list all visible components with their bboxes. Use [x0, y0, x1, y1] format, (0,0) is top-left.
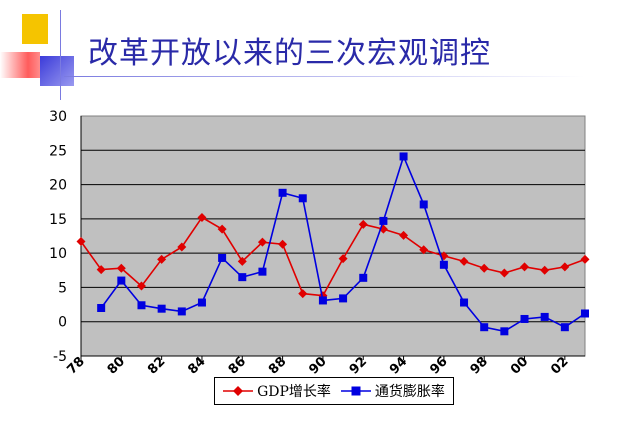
series-point-1: [580, 254, 590, 264]
y-tick-label: -5: [53, 349, 67, 365]
x-tick-label: 90: [306, 354, 329, 377]
series-point-2: [560, 323, 569, 332]
series-point-1: [560, 262, 570, 272]
decor-vertical-line: [60, 10, 61, 100]
series-point-2: [460, 298, 469, 307]
series-point-2: [157, 304, 166, 313]
legend: GDP增长率 通货膨胀率: [214, 377, 454, 405]
series-point-1: [217, 224, 227, 234]
x-tick-label: 78: [64, 354, 87, 377]
y-tick-label: 20: [49, 178, 67, 194]
x-tick-label: 00: [508, 354, 531, 377]
series-point-2: [197, 298, 206, 307]
series-point-2: [399, 152, 408, 161]
series-point-2: [500, 327, 509, 336]
x-tick-label: 96: [427, 354, 450, 377]
series-point-2: [419, 200, 428, 209]
legend-item-gdp: GDP增长率: [223, 381, 331, 401]
series-point-1: [479, 263, 489, 273]
series-point-2: [540, 312, 549, 321]
series-point-2: [581, 309, 589, 318]
series-point-1: [197, 212, 207, 222]
series-point-2: [238, 273, 247, 282]
y-tick-label: 15: [49, 212, 67, 228]
x-tick-label: 02: [548, 354, 571, 377]
series-point-2: [137, 301, 146, 310]
x-tick-label: 94: [387, 354, 410, 377]
series-point-1: [177, 242, 187, 252]
series-point-1: [157, 254, 167, 264]
series-point-2: [379, 216, 388, 225]
series-point-1: [520, 262, 530, 272]
series-point-2: [258, 267, 267, 276]
decor-yellow-square: [22, 14, 48, 44]
series-point-1: [419, 245, 429, 255]
series-point-2: [520, 314, 529, 323]
series-point-1: [278, 239, 288, 249]
series-point-2: [359, 273, 368, 282]
series-point-2: [339, 294, 348, 303]
series-point-1: [136, 281, 146, 291]
series-point-1: [116, 263, 126, 273]
x-tick-label: 88: [266, 354, 289, 377]
series-point-1: [237, 256, 247, 266]
legend-gdp-marker-icon: [223, 386, 254, 396]
series-point-2: [439, 260, 448, 269]
decor-red-square: [0, 52, 40, 78]
series-point-2: [177, 307, 186, 316]
series-point-2: [117, 276, 126, 285]
series-point-2: [480, 323, 489, 332]
series-point-1: [96, 265, 106, 275]
series-point-1: [76, 236, 86, 246]
series-point-2: [298, 194, 307, 203]
series-point-1: [459, 256, 469, 266]
decor-blue-square: [40, 56, 74, 86]
x-tick-label: 80: [105, 354, 128, 377]
legend-label-inflation: 通货膨胀率: [374, 384, 445, 400]
series-point-2: [318, 296, 327, 305]
y-tick-label: 0: [58, 315, 67, 331]
series-point-2: [278, 188, 287, 197]
x-tick-label: 92: [347, 354, 370, 377]
series-point-1: [499, 268, 509, 278]
slide-title: 改革开放以来的三次宏观调控: [88, 36, 491, 71]
series-point-1: [257, 237, 267, 247]
legend-label-gdp: GDP增长率: [257, 384, 331, 400]
series-point-2: [218, 253, 227, 262]
series-point-1: [358, 219, 368, 229]
x-tick-label: 98: [468, 354, 491, 377]
legend-inflation-marker-icon: [340, 386, 371, 396]
legend-item-inflation: 通货膨胀率: [340, 381, 445, 401]
x-tick-label: 86: [226, 354, 249, 377]
plot-area: [80, 115, 586, 357]
x-tick-label: 84: [185, 354, 208, 377]
series-point-1: [298, 289, 308, 299]
series-point-1: [399, 230, 409, 240]
y-tick-label: 30: [49, 109, 67, 125]
y-tick-label: 25: [49, 143, 67, 159]
series-point-2: [97, 304, 106, 312]
title-rule: [64, 76, 584, 77]
x-tick-label: 82: [145, 354, 168, 377]
series-point-1: [338, 254, 348, 264]
y-tick-label: 5: [58, 280, 67, 296]
series-point-1: [540, 265, 550, 275]
y-tick-label: 10: [49, 246, 67, 262]
